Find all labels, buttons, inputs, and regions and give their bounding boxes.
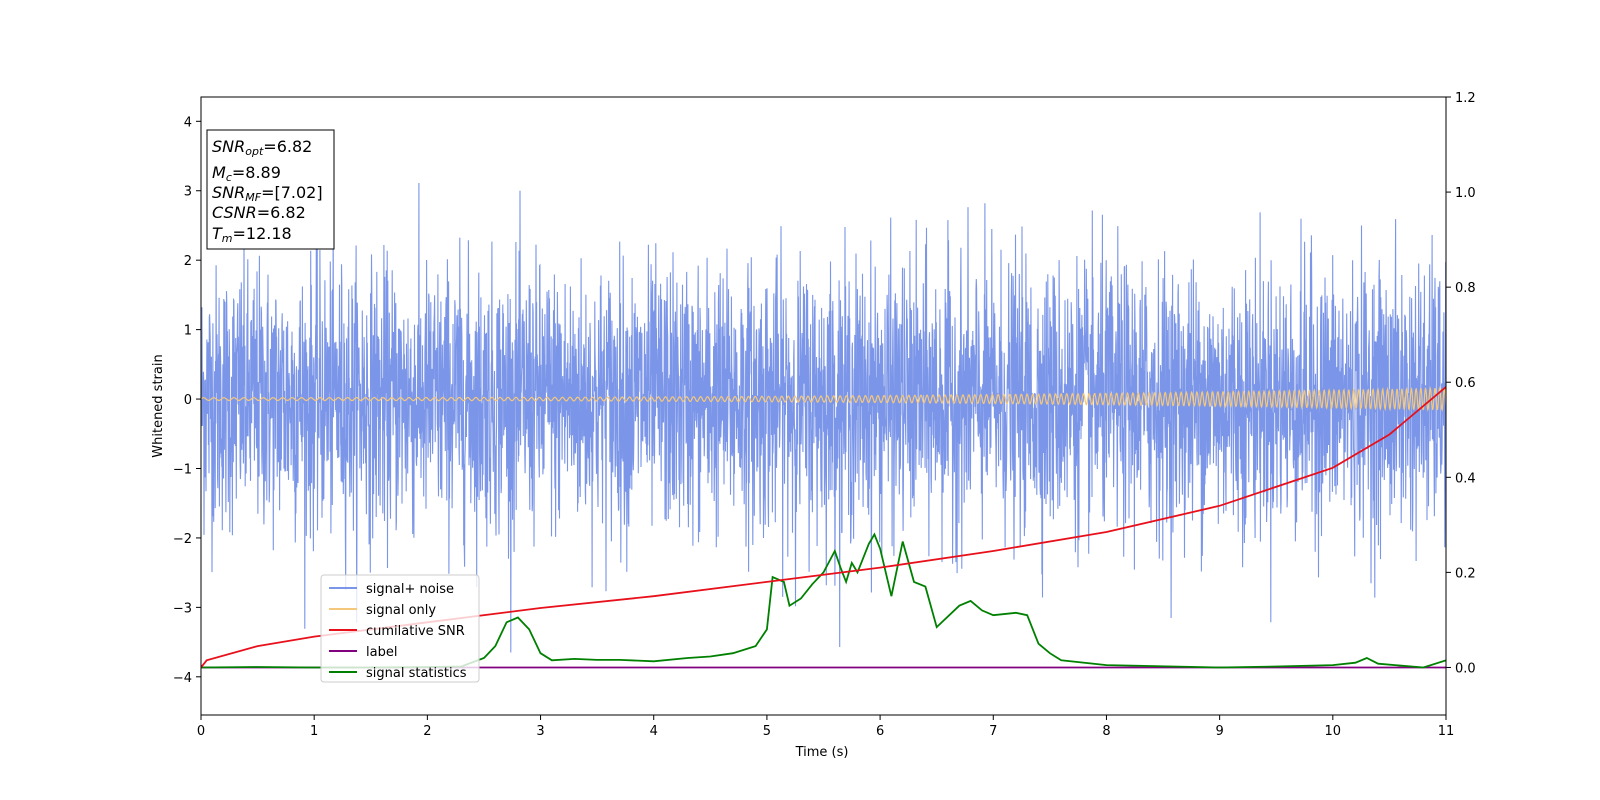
- x-tick-label: 6: [876, 724, 884, 739]
- stats-annotation-box: SNRopt=6.82 Mc=8.89 SNRMF=[7.02] CSNR=6.…: [206, 129, 335, 250]
- y-tick-label: −4: [173, 671, 192, 686]
- legend-label: label: [366, 645, 397, 660]
- signal-noise-series: [201, 182, 1446, 653]
- x-tick-label: 3: [536, 724, 544, 739]
- legend: signal+ noise signal only cumilative SNR la…: [320, 574, 480, 683]
- y2-tick-label: 0.0: [1455, 661, 1476, 676]
- plot-frame: [200, 96, 1447, 716]
- annotation-line-csnr: CSNR=6.82: [212, 203, 306, 222]
- annotation-box-frame: [206, 129, 335, 250]
- signal-statistics-line: [201, 532, 1446, 669]
- y-tick-label: 0: [184, 393, 192, 408]
- x-axis: 0 1 2 3 4 5 6 7 8 9 10 11: [197, 715, 1454, 739]
- x-tick-label: 0: [197, 724, 205, 739]
- legend-frame: [320, 574, 480, 683]
- y-tick-label: −2: [173, 532, 192, 547]
- legend-label: signal+ noise: [366, 582, 454, 597]
- annotation-line-tm: Tm=12.18: [212, 224, 292, 245]
- y2-tick-label: 0.2: [1455, 566, 1476, 581]
- x-tick-label: 10: [1325, 724, 1342, 739]
- y-tick-label: 1: [184, 324, 192, 339]
- x-tick-label: 9: [1215, 724, 1223, 739]
- y-axis-label: Whitened strain: [151, 354, 166, 457]
- y2-tick-label: 1.0: [1455, 186, 1476, 201]
- y-axis-right: 0.0 0.2 0.4 0.6 0.8 1.0 1.2: [1446, 91, 1476, 676]
- x-axis-label: Time (s): [795, 745, 849, 760]
- y-tick-label: −3: [173, 601, 192, 616]
- signal-only-line: [201, 385, 1446, 412]
- annotation-line-mc: Mc=8.89: [212, 163, 281, 184]
- x-tick-label: 2: [423, 724, 431, 739]
- annotation-line-snr-mf: SNRMF=[7.02]: [212, 183, 323, 204]
- x-tick-label: 1: [310, 724, 318, 739]
- y-axis-left: −4 −3 −2 −1 0 1 2 3 4: [173, 115, 201, 686]
- x-tick-label: 8: [1102, 724, 1110, 739]
- signal-noise-line: [201, 182, 1446, 653]
- x-tick-label: 4: [650, 724, 658, 739]
- y-tick-label: −1: [173, 462, 192, 477]
- y2-tick-label: 1.2: [1455, 91, 1476, 106]
- y2-tick-label: 0.6: [1455, 376, 1476, 391]
- y-tick-label: 2: [184, 254, 192, 269]
- y-tick-label: 3: [184, 185, 192, 200]
- y2-tick-label: 0.4: [1455, 471, 1476, 486]
- legend-label: cumilative SNR: [366, 624, 465, 639]
- legend-label: signal statistics: [366, 666, 467, 681]
- x-tick-label: 11: [1438, 724, 1455, 739]
- x-tick-label: 5: [763, 724, 771, 739]
- cumulative-snr-line: [201, 386, 1446, 669]
- y-tick-label: 4: [184, 115, 192, 130]
- signal-only-series: [201, 385, 1446, 412]
- legend-label: signal only: [366, 603, 436, 618]
- annotation-line-snr-opt: SNRopt=6.82: [212, 137, 312, 158]
- x-tick-label: 7: [989, 724, 997, 739]
- y2-tick-label: 0.8: [1455, 281, 1476, 296]
